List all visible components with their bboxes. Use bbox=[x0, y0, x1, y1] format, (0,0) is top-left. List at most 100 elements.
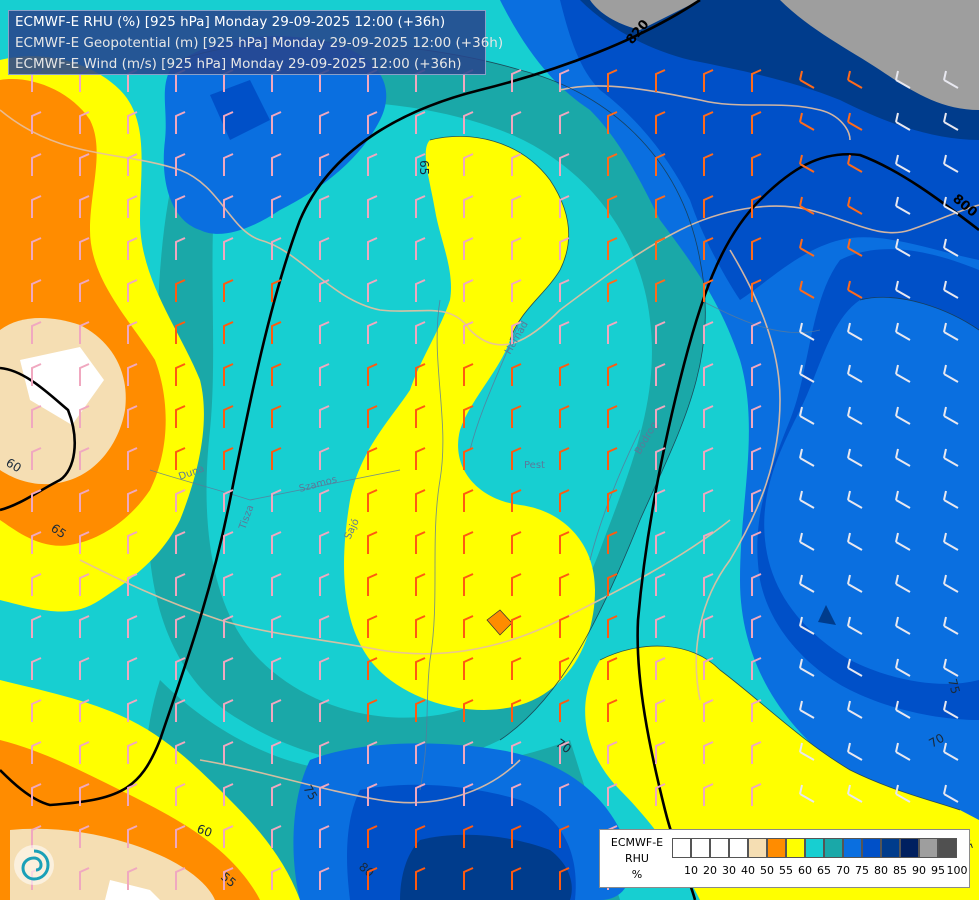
wind-barb bbox=[607, 783, 618, 806]
wind-barb bbox=[463, 405, 474, 428]
legend-swatch bbox=[862, 838, 881, 858]
wind-barb bbox=[223, 363, 234, 386]
wind-barb bbox=[607, 111, 618, 134]
wind-barb bbox=[847, 490, 863, 509]
wind-barb bbox=[79, 615, 90, 638]
wind-barb bbox=[31, 825, 42, 848]
wind-barb bbox=[415, 489, 426, 512]
wind-barb bbox=[511, 741, 522, 764]
wind-barb bbox=[895, 70, 911, 89]
wind-barb bbox=[463, 111, 474, 134]
wind-barb bbox=[271, 657, 282, 680]
wind-barb bbox=[463, 573, 474, 596]
wind-barb bbox=[79, 237, 90, 260]
wind-barb bbox=[895, 280, 911, 299]
wind-barb bbox=[751, 657, 762, 680]
wind-barb bbox=[319, 741, 330, 764]
wind-barb bbox=[271, 363, 282, 386]
wind-barb bbox=[703, 783, 714, 806]
legend-unit: % bbox=[631, 868, 643, 881]
wind-barb bbox=[703, 69, 714, 92]
wind-barb bbox=[703, 195, 714, 218]
wind-barb bbox=[895, 154, 911, 173]
wind-barb bbox=[559, 405, 570, 428]
wind-barb bbox=[175, 657, 186, 680]
wind-barb bbox=[799, 700, 815, 719]
wind-barb bbox=[271, 447, 282, 470]
wind-barb bbox=[415, 321, 426, 344]
wind-barb bbox=[751, 237, 762, 260]
contour-label: 65 bbox=[417, 160, 431, 175]
wind-barb bbox=[559, 447, 570, 470]
wind-barb bbox=[367, 573, 378, 596]
wind-barb bbox=[655, 783, 666, 806]
legend-tick-label: 90 bbox=[912, 864, 926, 877]
wind-barb bbox=[751, 195, 762, 218]
wind-barb bbox=[943, 532, 959, 551]
wind-barb bbox=[895, 322, 911, 341]
wind-barb bbox=[271, 405, 282, 428]
wind-barb bbox=[607, 279, 618, 302]
wind-barb bbox=[415, 237, 426, 260]
wind-barb bbox=[31, 111, 42, 134]
wind-barb bbox=[223, 321, 234, 344]
legend-swatch bbox=[919, 838, 938, 858]
wind-barb bbox=[127, 741, 138, 764]
map-title-box: ECMWF-E RHU (%) [925 hPa] Monday 29-09-2… bbox=[8, 10, 503, 75]
wind-barb bbox=[367, 195, 378, 218]
wind-barb bbox=[175, 447, 186, 470]
wind-barb bbox=[223, 825, 234, 848]
wind-barb bbox=[367, 531, 378, 554]
wind-barb bbox=[895, 742, 911, 761]
wind-barb bbox=[847, 658, 863, 677]
wind-barb bbox=[415, 279, 426, 302]
wind-barb bbox=[367, 405, 378, 428]
wind-barb bbox=[607, 615, 618, 638]
wind-barb bbox=[127, 657, 138, 680]
wind-barb bbox=[799, 154, 815, 173]
wind-barb bbox=[559, 195, 570, 218]
wind-barb bbox=[607, 657, 618, 680]
wind-barb bbox=[415, 111, 426, 134]
wind-barb bbox=[175, 489, 186, 512]
wind-barb bbox=[415, 825, 426, 848]
wind-barb bbox=[367, 321, 378, 344]
wind-barb bbox=[127, 363, 138, 386]
wind-barb bbox=[559, 153, 570, 176]
wind-barb bbox=[847, 532, 863, 551]
wind-barb bbox=[319, 111, 330, 134]
wind-barb bbox=[799, 238, 815, 257]
contour-labels: 65 60 65 70 75 75 70 65 60 55 80 bbox=[4, 160, 976, 890]
wind-barb bbox=[943, 490, 959, 509]
wind-barb bbox=[655, 657, 666, 680]
wind-barb bbox=[175, 825, 186, 848]
wind-barb bbox=[415, 867, 426, 890]
wind-barb bbox=[799, 280, 815, 299]
wind-barb bbox=[751, 699, 762, 722]
contour-label: 60 bbox=[195, 822, 214, 840]
wind-barb bbox=[271, 195, 282, 218]
legend-tick-label: 85 bbox=[893, 864, 907, 877]
legend-tick-label: 95 bbox=[931, 864, 945, 877]
wind-barb bbox=[895, 238, 911, 257]
wind-barb bbox=[559, 531, 570, 554]
wind-barb bbox=[655, 279, 666, 302]
wind-barb bbox=[79, 531, 90, 554]
wind-barb bbox=[511, 405, 522, 428]
wind-barb bbox=[223, 489, 234, 512]
wind-barb bbox=[655, 741, 666, 764]
wind-barb bbox=[463, 657, 474, 680]
wind-barb bbox=[367, 783, 378, 806]
wind-barb bbox=[79, 783, 90, 806]
wind-barb bbox=[655, 699, 666, 722]
wind-barb bbox=[703, 321, 714, 344]
wind-barb bbox=[367, 825, 378, 848]
title-line-rhu: ECMWF-E RHU (%) [925 hPa] Monday 29-09-2… bbox=[15, 14, 446, 30]
wind-barb bbox=[511, 867, 522, 890]
legend-tick-label: 10 bbox=[684, 864, 698, 877]
wind-barb bbox=[127, 447, 138, 470]
wind-barb bbox=[511, 531, 522, 554]
wind-barb bbox=[463, 279, 474, 302]
wind-barb bbox=[127, 825, 138, 848]
legend-tick-label: 40 bbox=[741, 864, 755, 877]
